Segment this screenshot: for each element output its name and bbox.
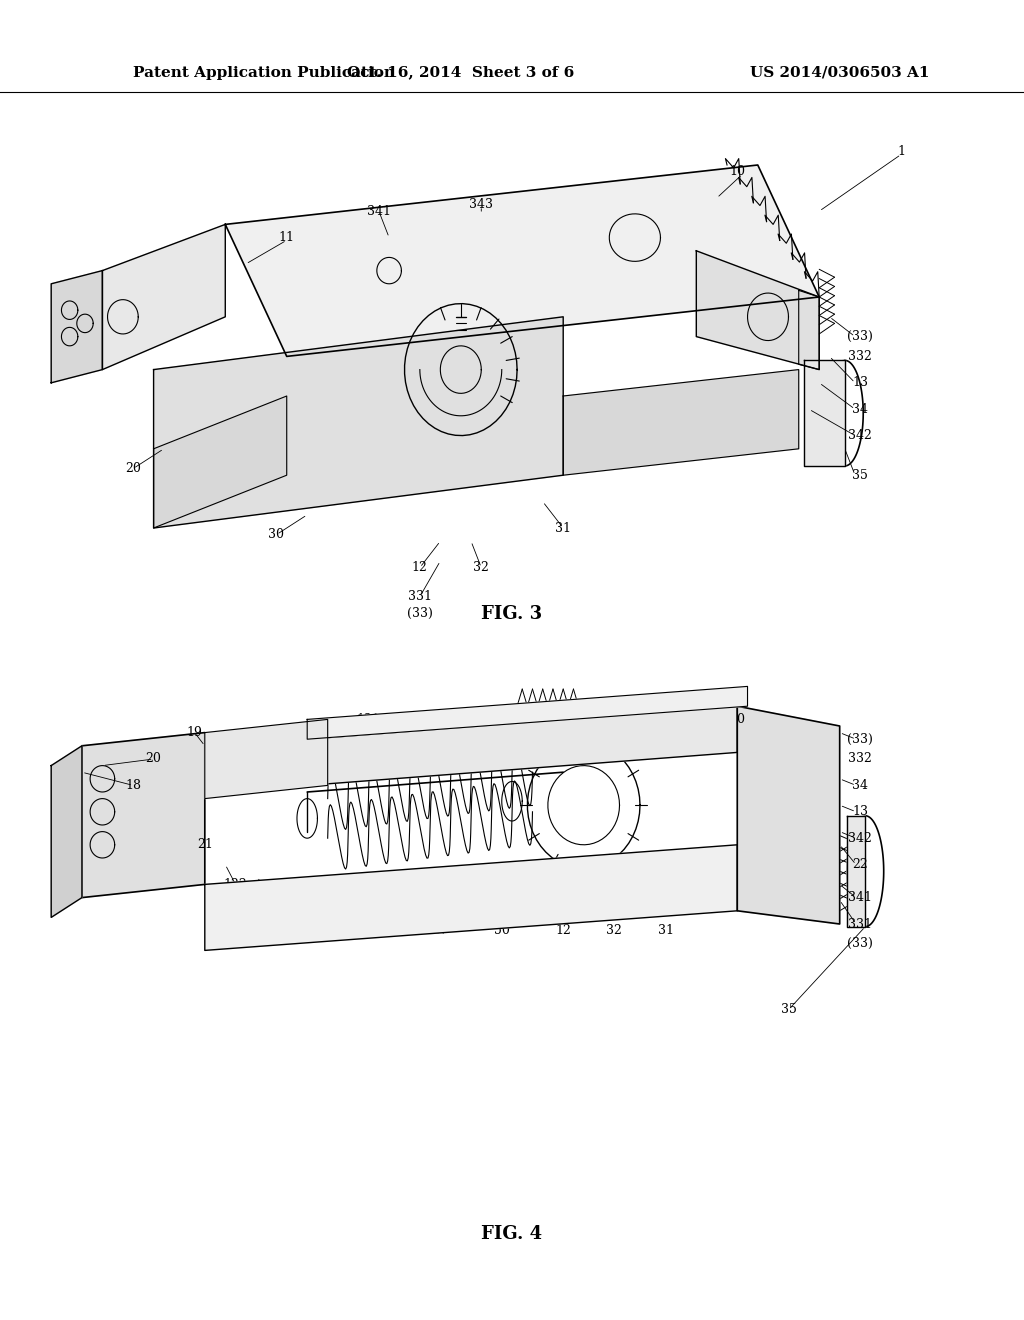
Text: Oct. 16, 2014  Sheet 3 of 6: Oct. 16, 2014 Sheet 3 of 6 [347, 66, 574, 79]
Text: 21: 21 [197, 838, 213, 851]
Text: FIG. 3: FIG. 3 [481, 605, 543, 623]
Text: 343: 343 [469, 198, 494, 211]
Text: 11: 11 [279, 231, 295, 244]
Text: 10: 10 [729, 165, 745, 178]
Text: 30: 30 [268, 528, 285, 541]
Text: 342: 342 [848, 429, 872, 442]
Text: 331: 331 [408, 590, 432, 603]
Text: 32: 32 [606, 924, 623, 937]
Polygon shape [154, 317, 563, 528]
Polygon shape [307, 706, 737, 785]
Text: 20: 20 [145, 752, 162, 766]
Text: 32: 32 [473, 561, 489, 574]
Text: 50: 50 [494, 924, 510, 937]
Text: 331: 331 [848, 917, 872, 931]
Polygon shape [307, 686, 748, 739]
Text: 20: 20 [125, 462, 141, 475]
Text: 342: 342 [848, 832, 872, 845]
Polygon shape [102, 224, 225, 370]
Text: 19: 19 [381, 924, 397, 937]
Text: 50: 50 [309, 739, 326, 752]
Text: 332: 332 [848, 752, 872, 766]
Polygon shape [154, 396, 287, 528]
Polygon shape [737, 706, 840, 924]
Text: (33): (33) [847, 733, 873, 746]
Text: 332: 332 [848, 350, 872, 363]
Polygon shape [82, 733, 205, 898]
Polygon shape [847, 816, 865, 927]
Text: 1: 1 [897, 145, 905, 158]
Text: 12: 12 [412, 561, 428, 574]
Text: 341: 341 [459, 719, 483, 733]
Text: 34: 34 [852, 403, 868, 416]
Text: 31: 31 [657, 924, 674, 937]
Polygon shape [563, 370, 799, 475]
Text: 122: 122 [223, 878, 248, 891]
Text: FIG. 4: FIG. 4 [481, 1225, 543, 1243]
Text: 433: 433 [274, 891, 299, 904]
Polygon shape [51, 746, 82, 917]
Polygon shape [205, 719, 328, 799]
Polygon shape [804, 360, 845, 466]
Text: 35: 35 [780, 1003, 797, 1016]
Polygon shape [225, 165, 819, 356]
Text: 18: 18 [125, 779, 141, 792]
Polygon shape [51, 271, 102, 383]
Text: Patent Application Publication: Patent Application Publication [133, 66, 395, 79]
Text: 341: 341 [848, 891, 872, 904]
Text: 34: 34 [852, 779, 868, 792]
Text: 17: 17 [432, 924, 449, 937]
Text: 121: 121 [356, 713, 381, 726]
Text: 19: 19 [186, 726, 203, 739]
Text: (33): (33) [407, 607, 433, 620]
Text: 13: 13 [852, 805, 868, 818]
Polygon shape [696, 251, 819, 370]
Text: 31: 31 [555, 521, 571, 535]
Text: 22: 22 [852, 858, 868, 871]
Text: (33): (33) [847, 937, 873, 950]
Text: US 2014/0306503 A1: US 2014/0306503 A1 [750, 66, 930, 79]
Text: 18: 18 [319, 924, 336, 937]
Text: 343: 343 [520, 713, 545, 726]
Text: 341: 341 [367, 205, 391, 218]
Text: 35: 35 [852, 469, 868, 482]
Polygon shape [205, 845, 737, 950]
Text: 13: 13 [852, 376, 868, 389]
Text: 12: 12 [555, 924, 571, 937]
Text: 21: 21 [207, 766, 223, 779]
Text: (33): (33) [847, 330, 873, 343]
Text: 30: 30 [729, 713, 745, 726]
